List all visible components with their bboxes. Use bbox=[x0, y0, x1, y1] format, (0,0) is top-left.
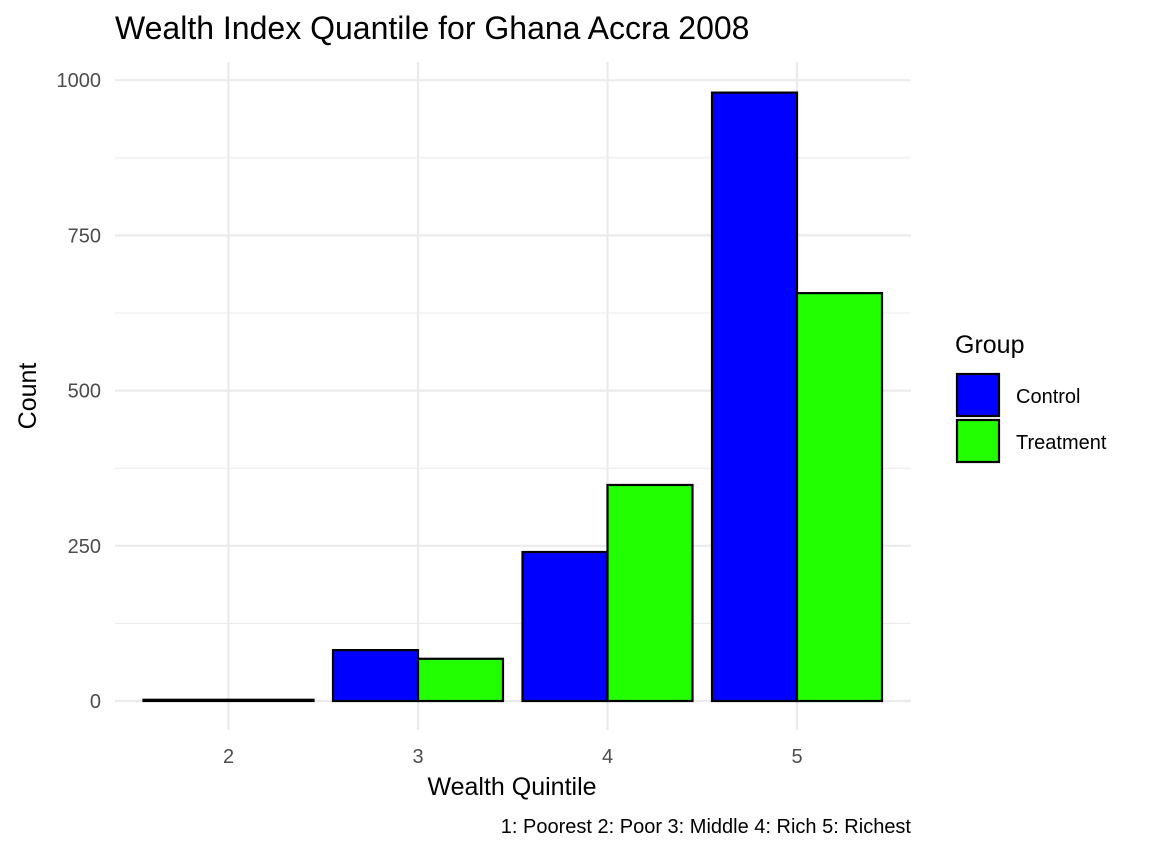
bar-control-2 bbox=[142, 698, 315, 703]
x-axis-ticks: 2 3 4 5 bbox=[223, 746, 803, 768]
y-tick-label: 250 bbox=[68, 536, 101, 558]
bar-treatment-3 bbox=[416, 657, 505, 703]
bar-treatment-5 bbox=[795, 292, 884, 703]
bar-control-3 bbox=[331, 648, 420, 703]
y-axis-title: Count bbox=[14, 363, 42, 430]
bar-treatment-4 bbox=[606, 483, 694, 703]
legend-label-treatment: Treatment bbox=[1016, 432, 1107, 454]
legend-key-control bbox=[955, 372, 1001, 418]
bars bbox=[142, 91, 884, 703]
x-tick-label: 3 bbox=[412, 746, 423, 768]
y-tick-label: 1000 bbox=[57, 70, 102, 92]
x-tick-label: 4 bbox=[602, 746, 613, 768]
bar-control-4 bbox=[521, 550, 609, 703]
x-axis-title: Wealth Quintile bbox=[427, 773, 596, 801]
y-tick-label: 500 bbox=[68, 381, 101, 403]
x-tick-label: 5 bbox=[791, 746, 802, 768]
legend-label-control: Control bbox=[1016, 386, 1080, 408]
chart-title: Wealth Index Quantile for Ghana Accra 20… bbox=[115, 10, 749, 46]
y-axis-ticks: 0 250 500 750 1000 bbox=[57, 70, 102, 713]
legend-title: Group bbox=[955, 331, 1024, 359]
legend-key-treatment bbox=[955, 418, 1001, 464]
chart-caption: 1: Poorest 2: Poor 3: Middle 4: Rich 5: … bbox=[501, 816, 912, 838]
legend: Group Control Treatment bbox=[955, 331, 1107, 464]
x-tick-label: 2 bbox=[223, 746, 234, 768]
bar-control-5 bbox=[710, 91, 799, 703]
y-tick-label: 750 bbox=[68, 225, 101, 247]
y-tick-label: 0 bbox=[90, 691, 101, 713]
